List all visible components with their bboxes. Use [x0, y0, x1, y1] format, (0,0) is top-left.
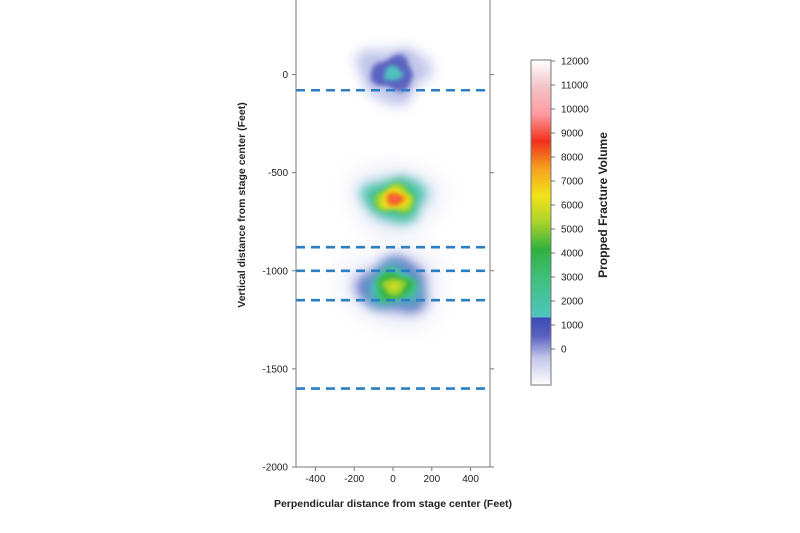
- colorbar-fill: [531, 60, 551, 385]
- colorbar-ticks: 0 1000 2000 3000 4000 5000 6000 7000 8000 9000 100…: [551, 57, 589, 356]
- fracture-cluster: [340, 28, 457, 113]
- colorbar-tick-label: 2000: [561, 297, 584, 308]
- stage-boundary-lines: [296, 88, 490, 390]
- x-axis-label: Perpendicular distance from stage center…: [274, 498, 512, 510]
- colorbar-frame: [530, 59, 552, 386]
- x-axis-ticks: -400 -200 0 200 400: [305, 467, 479, 485]
- colorbar-tick-label: 7000: [561, 177, 584, 188]
- y-axis-label: Vertical distance from stage center (Fee…: [236, 102, 248, 307]
- colorbar-tick-label: 8000: [561, 153, 584, 164]
- colorbar-tick-label: 3000: [561, 273, 584, 284]
- heat-contour: [390, 283, 397, 289]
- x-tick-label: 400: [462, 474, 479, 485]
- colorbar-tick-label: 10000: [561, 105, 589, 116]
- colorbar: 0 1000 2000 3000 4000 5000 6000 7000 8000 9000 100…: [530, 57, 610, 386]
- colorbar-tick-label: 11000: [561, 81, 589, 92]
- colorbar-tick-label: 9000: [561, 129, 584, 140]
- fracture-cluster: [356, 170, 443, 228]
- colorbar-tick-label: 1000: [561, 321, 584, 332]
- y-tick-label: -2000: [262, 463, 288, 474]
- y-tick-label: 0: [282, 70, 288, 81]
- x-tick-label: 0: [390, 474, 396, 485]
- colorbar-tick-label: 0: [561, 345, 567, 356]
- colorbar-tick-label: 5000: [561, 225, 584, 236]
- colorbar-title: Propped Fracture Volume: [596, 132, 610, 278]
- heat-contour: [388, 70, 399, 78]
- x-tick-label: 200: [423, 474, 440, 485]
- colorbar-tick-label: 6000: [561, 201, 584, 212]
- colorbar-tick-label: 12000: [561, 57, 589, 68]
- colorbar-tick-label: 4000: [561, 249, 584, 260]
- x-tick-label: -400: [305, 474, 325, 485]
- y-axis-ticks: 0 -500 -1000 -1500 -2000: [262, 70, 494, 474]
- y-tick-label: -1000: [262, 266, 288, 277]
- y-tick-label: -1500: [262, 364, 288, 375]
- plot-area: 0-500-1000-1500-2000 -400 -200 0 200 400: [262, 0, 494, 485]
- y-tick-label: -500: [268, 168, 288, 179]
- x-tick-label: -200: [344, 474, 364, 485]
- heat-contour: [391, 197, 399, 202]
